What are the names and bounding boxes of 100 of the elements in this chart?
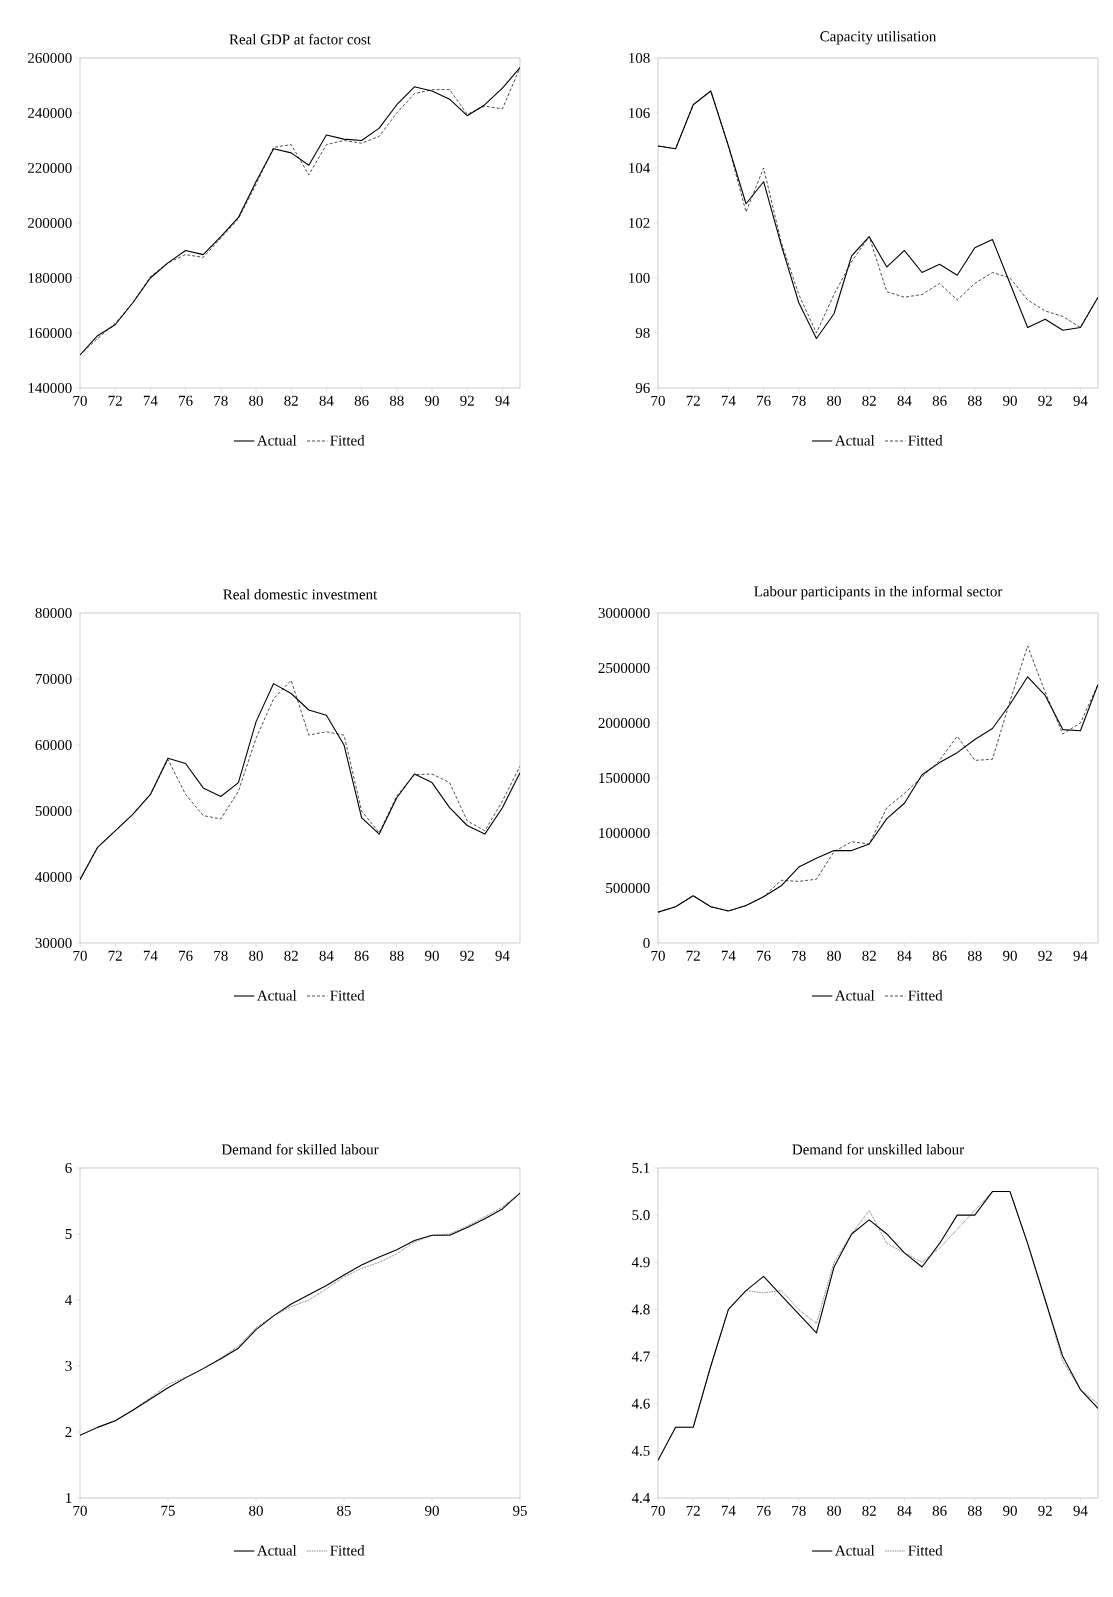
- x-tick-label: 94: [1073, 950, 1088, 961]
- x-tick-label: 92: [1038, 395, 1052, 406]
- y-tick-label: 4.7: [631, 1351, 650, 1362]
- y-tick-label: 4.9: [631, 1257, 650, 1268]
- x-tick-label: 76: [757, 395, 771, 406]
- chart-title: Capacity utilisation: [820, 30, 937, 45]
- x-tick-label: 70: [73, 950, 87, 961]
- x-tick-label: 84: [319, 950, 334, 961]
- x-tick-label: 88: [967, 1505, 982, 1516]
- chart-title: Real GDP at factor cost: [229, 33, 371, 45]
- x-tick-label: 76: [179, 395, 193, 406]
- x-tick-label: 70: [73, 395, 87, 406]
- x-tick-label: 76: [179, 950, 193, 961]
- x-tick-label: 86: [932, 950, 947, 961]
- x-tick-label: 70: [651, 1505, 665, 1516]
- x-tick-label: 72: [686, 950, 700, 961]
- y-tick-label: 260000: [28, 52, 72, 63]
- x-tick-label: 94: [1073, 1505, 1088, 1516]
- y-tick-label: 5.0: [632, 1210, 650, 1221]
- y-tick-label: 98: [635, 327, 650, 339]
- legend-label: Actual: [835, 990, 875, 1001]
- x-tick-label: 82: [862, 395, 876, 406]
- x-tick-label: 75: [161, 1505, 175, 1516]
- x-tick-label: 72: [108, 395, 122, 406]
- x-tick-label: 86: [932, 395, 947, 406]
- y-tick-label: 180000: [28, 272, 72, 284]
- y-tick-label: 106: [629, 107, 650, 118]
- y-tick-label: 3000000: [598, 607, 650, 619]
- x-tick-label: 86: [354, 395, 369, 406]
- x-tick-label: 84: [897, 1505, 912, 1516]
- x-tick-label: 90: [1003, 1505, 1017, 1516]
- x-tick-label: 80: [827, 1505, 841, 1516]
- x-tick-label: 76: [757, 1505, 771, 1516]
- x-tick-label: 82: [862, 950, 876, 961]
- y-tick-label: 4.4: [631, 1492, 651, 1504]
- x-tick-label: 84: [897, 950, 912, 961]
- legend-label: Fitted: [330, 990, 365, 1001]
- x-tick-label: 88: [967, 395, 982, 406]
- x-tick-label: 78: [214, 395, 228, 406]
- legend-label: Fitted: [908, 1545, 943, 1556]
- y-tick-label: 4.5: [631, 1445, 650, 1456]
- y-tick-label: 200000: [28, 217, 72, 229]
- x-tick-label: 80: [249, 1505, 263, 1516]
- y-tick-label: 0: [643, 937, 650, 949]
- x-tick-label: 88: [389, 395, 404, 406]
- x-tick-label: 82: [284, 395, 298, 406]
- legend-label: Actual: [257, 990, 297, 1001]
- legend-label: Actual: [257, 435, 297, 446]
- x-tick-label: 70: [651, 395, 665, 406]
- x-tick-label: 90: [1003, 395, 1017, 406]
- x-tick-label: 86: [354, 950, 369, 961]
- x-tick-label: 92: [460, 395, 474, 406]
- y-tick-label: 140000: [28, 382, 72, 394]
- chart-title: Labour participants in the informal sector: [754, 585, 1003, 600]
- chart-title: Demand for skilled labour: [221, 1143, 379, 1155]
- x-tick-label: 78: [792, 950, 806, 961]
- y-tick-label: 40000: [35, 871, 72, 883]
- x-tick-label: 92: [1038, 1505, 1052, 1516]
- y-tick-label: 2000000: [598, 717, 650, 729]
- y-tick-label: 100: [629, 272, 650, 284]
- x-tick-label: 82: [284, 950, 298, 961]
- y-tick-label: 60000: [35, 739, 72, 751]
- legend-label: Fitted: [908, 435, 943, 446]
- x-tick-label: 74: [143, 395, 158, 406]
- x-tick-label: 84: [897, 395, 912, 406]
- y-tick-label: 96: [635, 382, 650, 393]
- x-tick-label: 90: [425, 950, 439, 961]
- y-tick-label: 30000: [35, 937, 72, 949]
- legend-label: Fitted: [330, 1545, 365, 1556]
- x-tick-label: 82: [862, 1505, 876, 1516]
- chart-title: Real domestic investment: [223, 589, 378, 600]
- x-tick-label: 70: [73, 1505, 87, 1516]
- x-tick-label: 94: [495, 395, 510, 406]
- y-tick-label: 3: [65, 1360, 72, 1372]
- x-tick-label: 70: [651, 950, 665, 961]
- x-tick-label: 92: [460, 950, 474, 961]
- x-tick-label: 78: [214, 950, 228, 961]
- x-tick-label: 80: [249, 950, 263, 961]
- x-tick-label: 80: [827, 395, 841, 406]
- y-tick-label: 4: [65, 1295, 72, 1305]
- x-tick-label: 74: [721, 1505, 736, 1516]
- y-tick-label: 1: [66, 1493, 72, 1503]
- x-tick-label: 78: [792, 395, 806, 406]
- y-tick-label: 500000: [606, 882, 650, 894]
- x-tick-label: 85: [337, 1505, 351, 1516]
- x-tick-label: 72: [686, 1505, 700, 1516]
- y-tick-label: 240000: [28, 107, 72, 118]
- legend-label: Actual: [835, 435, 875, 446]
- x-tick-label: 86: [932, 1505, 947, 1516]
- y-tick-label: 1500000: [599, 772, 650, 784]
- y-tick-label: 1000000: [599, 827, 650, 839]
- y-tick-label: 220000: [28, 162, 72, 173]
- y-tick-label: 5.1: [632, 1162, 650, 1174]
- y-tick-label: 4.8: [631, 1304, 650, 1315]
- y-tick-label: 2500000: [598, 662, 650, 674]
- chart-title: Demand for unskilled labour: [792, 1143, 964, 1155]
- x-tick-label: 84: [319, 395, 334, 406]
- x-tick-label: 88: [967, 950, 982, 961]
- y-tick-label: 5: [65, 1229, 72, 1239]
- y-tick-label: 104: [629, 162, 651, 173]
